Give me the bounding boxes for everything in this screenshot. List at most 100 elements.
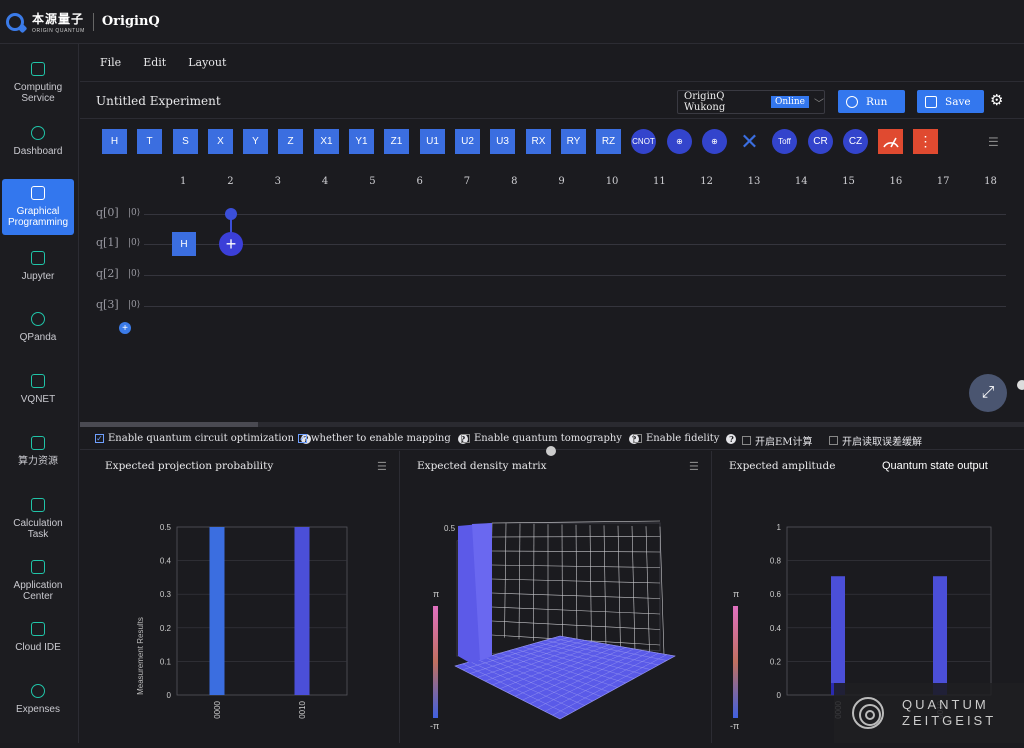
gate-rx[interactable]: RX bbox=[526, 129, 551, 154]
option-em[interactable]: 开启EM计算 bbox=[742, 433, 813, 448]
gear-icon[interactable]: ⚙ bbox=[990, 92, 1004, 109]
add-qubit-button[interactable]: + bbox=[119, 322, 131, 334]
sidebar-item-computing-service[interactable]: Computing Service bbox=[2, 60, 74, 116]
wall-line bbox=[575, 524, 578, 646]
menu-icon[interactable]: ☰ bbox=[689, 461, 699, 473]
gate-swap-icon[interactable]: ✕ bbox=[740, 128, 759, 154]
sidebar-item-label: Expenses bbox=[16, 704, 60, 715]
sidebar-item-calculation-task[interactable]: Calculation Task bbox=[2, 496, 74, 552]
column-number: 17 bbox=[936, 176, 950, 187]
floor-line bbox=[514, 647, 626, 697]
menu-icon[interactable]: ☰ bbox=[377, 461, 387, 473]
gate-palette: H T S X Y Z X1 Y1 Z1 U1 U2 U3 RX RY RZ C… bbox=[100, 127, 1010, 157]
colorbar bbox=[433, 606, 438, 718]
sidebar-item-dashboard[interactable]: Dashboard bbox=[2, 124, 74, 180]
y-tick-label: 1 bbox=[777, 523, 782, 532]
experiment-title[interactable]: Untitled Experiment bbox=[96, 94, 221, 108]
gate-cz[interactable]: CZ bbox=[843, 129, 868, 154]
sidebar-item-application-center[interactable]: Application Center bbox=[2, 558, 74, 614]
gate-measure-icon[interactable] bbox=[878, 129, 903, 154]
cnot-control[interactable] bbox=[225, 208, 237, 220]
checkbox[interactable] bbox=[633, 434, 642, 443]
bar[interactable] bbox=[831, 576, 845, 695]
option-fidelity[interactable]: Enable fidelity? bbox=[633, 433, 737, 444]
checkbox[interactable] bbox=[829, 436, 838, 445]
machine-select[interactable]: OriginQ Wukong Online ﹀ bbox=[677, 90, 825, 114]
gate-toff[interactable]: Toff bbox=[772, 129, 797, 154]
gate-ry[interactable]: RY bbox=[561, 129, 586, 154]
gate-x[interactable]: X bbox=[208, 129, 233, 154]
plot-frame bbox=[176, 526, 348, 696]
fullscreen-icon[interactable]: ⤢ bbox=[969, 374, 1007, 412]
menu-file[interactable]: File bbox=[100, 56, 122, 69]
top-bar: 本源量子 ORIGIN QUANTUM OriginQ bbox=[0, 0, 1024, 44]
placed-h-gate[interactable]: H bbox=[172, 232, 196, 256]
checkbox[interactable]: ✓ bbox=[95, 434, 104, 443]
checkbox[interactable] bbox=[461, 434, 470, 443]
bar[interactable] bbox=[209, 527, 225, 695]
task-icon bbox=[31, 498, 45, 512]
sidebar-item-qpanda[interactable]: QPanda bbox=[2, 310, 74, 366]
run-button[interactable]: Run bbox=[838, 90, 905, 113]
menu-layout[interactable]: Layout bbox=[188, 56, 227, 69]
scrollbar-thumb[interactable] bbox=[80, 422, 258, 427]
resize-handle[interactable] bbox=[1017, 380, 1024, 390]
sidebar-item-vqnet[interactable]: VQNET bbox=[2, 372, 74, 428]
column-number: 18 bbox=[984, 176, 997, 187]
bar[interactable] bbox=[294, 527, 310, 695]
gate-iswap-icon[interactable]: ⊕ bbox=[667, 129, 692, 154]
gate-sqiswap-icon[interactable]: ⊕ bbox=[702, 129, 727, 154]
sidebar-item-label: QPanda bbox=[19, 332, 57, 343]
column-number: 13 bbox=[747, 176, 761, 187]
gate-z1[interactable]: Z1 bbox=[384, 129, 409, 154]
option-tomography[interactable]: Enable quantum tomography? bbox=[461, 433, 639, 444]
sidebar-item-compute-resources[interactable]: 算力资源 bbox=[2, 434, 74, 490]
horizontal-scrollbar[interactable] bbox=[80, 422, 1024, 427]
sidebar-item-graphical-programming[interactable]: Graphical Programming bbox=[2, 179, 74, 235]
floor-line bbox=[544, 640, 659, 666]
option-circuit-optimization[interactable]: ✓ Enable quantum circuit optimization? bbox=[95, 433, 312, 444]
cnot-target[interactable]: + bbox=[219, 232, 243, 256]
wall-line bbox=[491, 536, 661, 538]
gate-h[interactable]: H bbox=[102, 129, 127, 154]
wall-line bbox=[603, 525, 607, 649]
gate-t[interactable]: T bbox=[137, 129, 162, 154]
watermark-line2: ZEITGEIST bbox=[902, 713, 997, 728]
help-icon[interactable]: ? bbox=[457, 433, 468, 444]
checkbox[interactable]: ✓ bbox=[298, 434, 307, 443]
gate-z[interactable]: Z bbox=[278, 129, 303, 154]
gate-u1[interactable]: U1 bbox=[420, 129, 445, 154]
gate-cnot[interactable]: CNOT bbox=[631, 129, 656, 154]
option-readout-mitigation[interactable]: 开启读取误差缓解 bbox=[829, 433, 922, 448]
gate-y[interactable]: Y bbox=[243, 129, 268, 154]
options-bar: ✓ Enable quantum circuit optimization? ✓ w… bbox=[80, 430, 1024, 450]
sidebar-item-label: 算力资源 bbox=[18, 456, 58, 467]
menu-edit[interactable]: Edit bbox=[143, 56, 167, 69]
wall-line bbox=[504, 523, 507, 638]
help-icon[interactable]: ? bbox=[726, 433, 737, 444]
gate-u2[interactable]: U2 bbox=[455, 129, 480, 154]
sidebar-item-jupyter[interactable]: Jupyter bbox=[2, 249, 74, 305]
gate-x1[interactable]: X1 bbox=[314, 129, 339, 154]
column-number: 8 bbox=[511, 176, 518, 187]
save-button[interactable]: Save bbox=[917, 90, 984, 113]
y-tick-label: 0.6 bbox=[770, 590, 782, 599]
quantum-state-output-link[interactable]: Quantum state output bbox=[882, 460, 988, 472]
circuit-canvas[interactable]: q[0] |0⟩ q[1] |0⟩ q[2] |0⟩ q[3] |0⟩ H + … bbox=[80, 192, 1024, 422]
gate-cr[interactable]: CR bbox=[808, 129, 833, 154]
sidebar-item-expenses[interactable]: Expenses bbox=[2, 682, 74, 738]
bar[interactable] bbox=[933, 576, 947, 695]
gate-y1[interactable]: Y1 bbox=[349, 129, 374, 154]
more-gates-button[interactable]: ⋮ bbox=[913, 129, 938, 154]
splitter-handle[interactable] bbox=[546, 446, 556, 456]
column-number: 12 bbox=[700, 176, 714, 187]
menu-icon[interactable]: ☰ bbox=[988, 135, 999, 149]
panel-title: Expected amplitude bbox=[729, 460, 836, 472]
gate-rz[interactable]: RZ bbox=[596, 129, 621, 154]
sidebar-item-cloud-ide[interactable]: Cloud IDE bbox=[2, 620, 74, 676]
gate-s[interactable]: S bbox=[173, 129, 198, 154]
gate-u3[interactable]: U3 bbox=[490, 129, 515, 154]
logo[interactable]: 本源量子 ORIGIN QUANTUM OriginQ bbox=[6, 10, 160, 34]
checkbox[interactable] bbox=[742, 436, 751, 445]
option-mapping[interactable]: ✓ whether to enable mapping? bbox=[298, 433, 468, 444]
